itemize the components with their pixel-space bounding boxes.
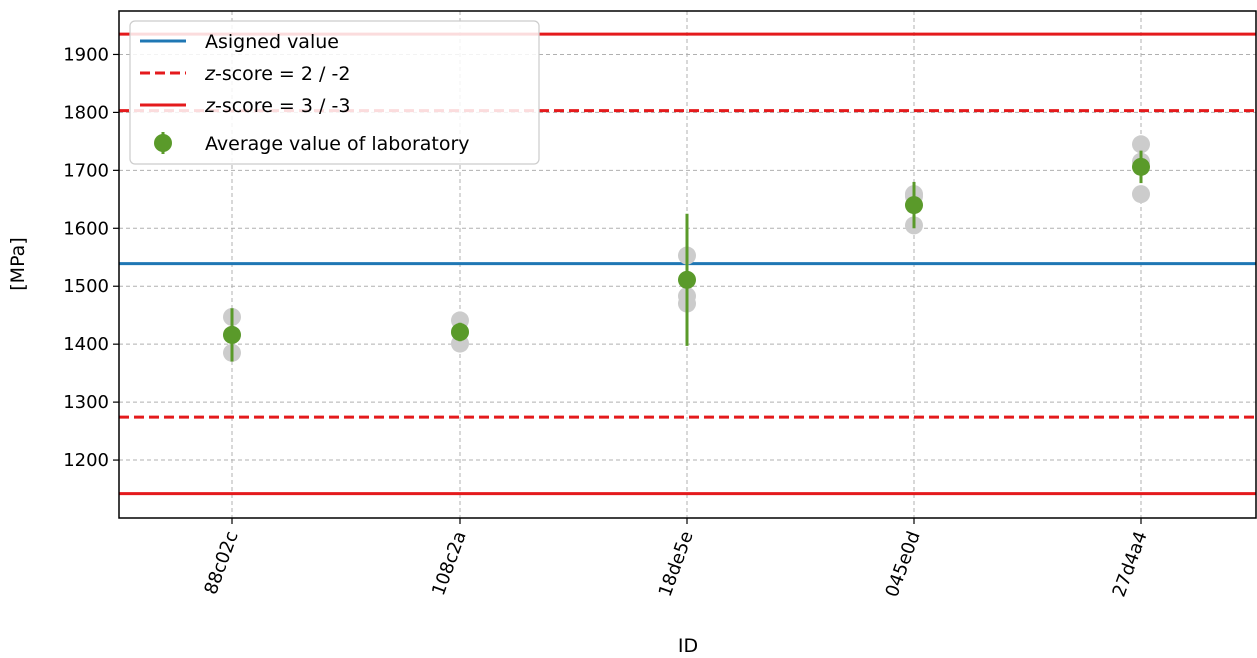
legend-label-italic: z [204, 95, 216, 117]
y-tick-label: 1700 [63, 160, 109, 181]
replicate-point [1132, 135, 1150, 154]
y-tick-label: 1200 [63, 450, 109, 471]
replicate-point [1132, 185, 1150, 204]
y-tick-label: 1600 [63, 218, 109, 239]
y-tick-label: 1500 [63, 276, 109, 297]
y-tick-label: 1800 [63, 102, 109, 123]
legend-label-italic: z [204, 63, 216, 85]
legend-frame [129, 20, 540, 165]
x-tick-label: 88c02c [201, 529, 243, 598]
mean-point [1132, 157, 1150, 176]
mean-point [223, 325, 241, 344]
data-layer [223, 135, 1150, 362]
legend-label-text: -score = 3 / -3 [215, 95, 350, 117]
y-tick-label: 1900 [63, 44, 109, 65]
y-tick-label: 1300 [63, 392, 109, 413]
legend-label: z-score = 3 / -3 [204, 95, 350, 117]
legend-label: z-score = 2 / -2 [204, 63, 350, 85]
legend-label: Average value of laboratory [205, 133, 470, 155]
y-axis-title: [MPa] [7, 237, 29, 290]
legend-label-text: Average value of laboratory [205, 133, 470, 155]
legend-label-text: Asigned value [205, 31, 339, 53]
x-tick-label: 108c2a [428, 529, 471, 599]
legend-label: Asigned value [205, 31, 339, 53]
legend-label-text: -score = 2 / -2 [215, 63, 350, 85]
mean-point [451, 323, 469, 342]
x-tick-label: 18de5e [655, 529, 698, 600]
mean-point [905, 196, 923, 215]
x-axis-title: ID [678, 635, 698, 657]
x-tick-label: 045e0d [882, 529, 925, 600]
legend-marker [154, 134, 172, 152]
mean-point [678, 270, 696, 289]
y-tick-label: 1400 [63, 334, 109, 355]
x-tick-label: 27d4a4 [1109, 529, 1152, 600]
